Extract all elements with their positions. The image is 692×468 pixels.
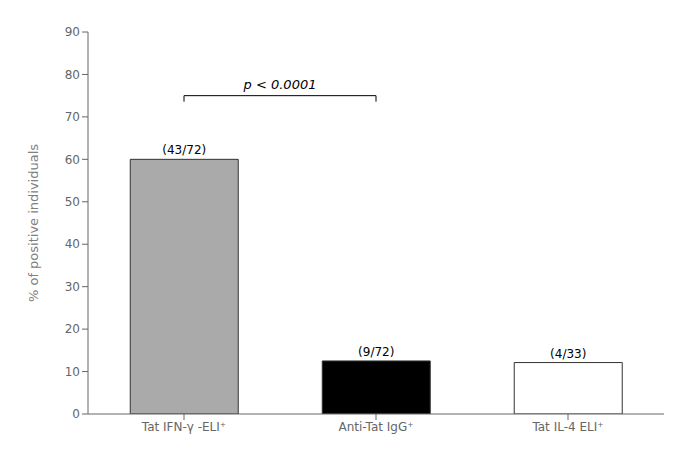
svg-text:60: 60 [65,153,80,167]
svg-text:20: 20 [65,322,80,336]
svg-text:10: 10 [65,365,80,379]
svg-text:30: 30 [65,280,80,294]
svg-text:Anti-Tat IgG⁺: Anti-Tat IgG⁺ [338,420,413,434]
svg-text:80: 80 [65,68,80,82]
svg-text:p < 0.0001: p < 0.0001 [243,77,317,92]
svg-text:50: 50 [65,195,80,209]
svg-text:70: 70 [65,110,80,124]
svg-text:(9/72): (9/72) [358,345,394,359]
svg-text:Tat IFN-γ -ELI⁺: Tat IFN-γ -ELI⁺ [141,420,226,434]
svg-text:% of positive individuals: % of positive individuals [26,144,41,302]
svg-text:(43/72): (43/72) [162,143,206,157]
svg-text:0: 0 [72,407,80,421]
svg-text:90: 90 [65,25,80,39]
svg-text:40: 40 [65,237,80,251]
svg-text:(4/33): (4/33) [550,347,586,361]
svg-text:Tat IL-4 ELI⁺: Tat IL-4 ELI⁺ [531,420,603,434]
